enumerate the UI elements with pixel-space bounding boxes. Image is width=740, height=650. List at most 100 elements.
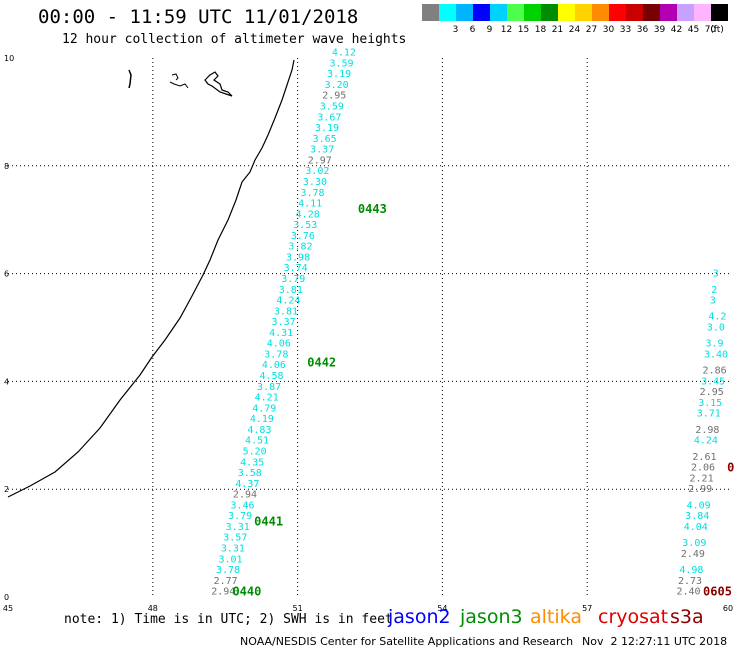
colorbar-label: 21 [551, 25, 564, 35]
colorbar-swatch [456, 4, 473, 21]
wave-height-value: 3.58 [238, 468, 262, 479]
wave-height-value: 3.67 [317, 112, 341, 123]
wave-height-value: 3.0 [707, 323, 725, 334]
colorbar-label: 18 [534, 25, 547, 35]
colorbar-label: 39 [653, 25, 666, 35]
x-tick-label: 48 [148, 604, 158, 613]
wave-height-value: 3.9 [705, 339, 723, 350]
colorbar-swatch [507, 4, 524, 21]
x-tick-label: 51 [293, 604, 303, 613]
wave-height-value: 3.71 [697, 409, 721, 420]
colorbar-swatch [575, 4, 592, 21]
wave-height-value: 2.40 [676, 587, 700, 598]
wave-height-value: 4.21 [255, 393, 279, 404]
wave-height-value: 4.58 [259, 371, 283, 382]
wave-height-value: 4.83 [247, 425, 271, 436]
wave-height-value: 2.61 [692, 452, 716, 463]
wave-height-value: 3.31 [226, 522, 250, 533]
y-tick-label: 4 [4, 377, 9, 386]
wave-height-value: 4.2 [708, 312, 726, 323]
pass-number-label: 0441 [254, 515, 283, 529]
wave-height-value: 4.09 [687, 500, 711, 511]
wave-height-value: 3.37 [272, 317, 296, 328]
wave-height-value: 4.06 [262, 360, 286, 371]
wave-height-value: 2.97 [308, 155, 332, 166]
wave-height-value: 3.76 [291, 231, 315, 242]
wave-height-value: 3 [710, 296, 716, 307]
colorbar-label: 3 [452, 25, 459, 35]
colorbar-label: 42 [670, 25, 683, 35]
colorbar-label: 9 [486, 25, 493, 35]
wave-height-value: 4.31 [269, 328, 293, 339]
colorbar-swatch [490, 4, 507, 21]
wave-height-value: 3.19 [327, 69, 351, 80]
axis-ticks: 45 48 51 54 57 60 0 2 4 6 8 10 [3, 54, 733, 613]
colorbar-swatch [541, 4, 558, 21]
wave-height-value: 3.46 [231, 500, 255, 511]
colorbar-swatch [558, 4, 575, 21]
colorbar-label: 15 [517, 25, 530, 35]
map-title: 00:00 - 11:59 UTC 11/01/2018 [38, 6, 359, 28]
y-tick-label: 6 [4, 270, 9, 279]
wave-height-value: 2.98 [695, 425, 719, 436]
colorbar-label: 36 [636, 25, 649, 35]
island-shape [169, 73, 189, 89]
wave-height-value: 3.78 [300, 188, 324, 199]
colorbar-swatch [439, 4, 456, 21]
wave-height-value: 3.81 [279, 285, 303, 296]
wave-height-value: 2.86 [703, 366, 727, 377]
y-tick-label: 0 [4, 593, 9, 602]
colorbar-swatch [660, 4, 677, 21]
y-tick-label: 8 [4, 162, 9, 171]
wave-height-value: 3.84 [685, 511, 709, 522]
map-grid [8, 58, 732, 597]
x-tick-label: 45 [3, 604, 13, 613]
x-tick-label: 57 [582, 604, 592, 613]
pass-number-label: 0440 [232, 585, 261, 599]
wave-height-value: 3.15 [698, 398, 722, 409]
wave-height-value: 2 [711, 285, 717, 296]
x-tick-label: 54 [437, 604, 447, 613]
map-subtitle: 12 hour collection of altimeter wave hei… [62, 32, 407, 47]
wave-height-value: 3.31 [221, 543, 245, 554]
wave-height-value: 2.21 [690, 473, 714, 484]
wave-height-value: 3.57 [223, 533, 247, 544]
wave-height-value: 3.81 [274, 306, 298, 317]
colorbar-label: 6 [469, 25, 476, 35]
colorbar-swatch [694, 4, 711, 21]
wave-height-value: 4.04 [684, 522, 708, 533]
satellite-legend-jason3: jason3 [460, 606, 523, 628]
wave-height-value: 2.77 [214, 576, 238, 587]
wave-height-value: 4.51 [245, 436, 269, 447]
satellite-legend-jason2: jason2 [388, 606, 451, 628]
wave-height-value: 4.28 [296, 209, 320, 220]
wave-height-value: 3.09 [682, 538, 706, 549]
island-shape [204, 71, 233, 97]
generated-timestamp: Nov 2 12:27:11 UTC 2018 [582, 635, 728, 648]
wave-height-value: 3.45 [701, 376, 725, 387]
wave-height-value: 2.99 [688, 484, 712, 495]
satellite-legend-altika: altika [530, 606, 582, 628]
colorbar-swatch [422, 4, 439, 21]
wave-height-value: 3.65 [313, 134, 337, 145]
wave-height-value: 4.37 [235, 479, 259, 490]
wave-height-value: 3.20 [325, 80, 349, 91]
footer-note: note: 1) Time is in UTC; 2) SWH is in fe… [64, 612, 393, 627]
colorbar-label: 24 [568, 25, 581, 35]
pass-number-label: 0 [727, 461, 734, 475]
satellite-legend-cryosat: cryosat [598, 606, 669, 628]
wave-height-value: 4.19 [250, 414, 274, 425]
y-tick-label: 10 [4, 54, 14, 63]
colorbar-swatch [626, 4, 643, 21]
wave-height-value: 3.78 [264, 349, 288, 360]
wave-height-value: 2.06 [691, 463, 715, 474]
colorbar-label: 30 [602, 25, 615, 35]
wave-height-value: 4.11 [298, 199, 322, 210]
wave-height-value: 3.59 [320, 102, 344, 113]
colorbar-swatch [609, 4, 626, 21]
wave-height-value: 3.79 [228, 511, 252, 522]
wave-height-value: 3.01 [218, 554, 242, 565]
pass-number-label: 0442 [307, 356, 336, 370]
wave-height-value: 2.95 [322, 91, 346, 102]
wave-height-value: 3.82 [288, 242, 312, 253]
